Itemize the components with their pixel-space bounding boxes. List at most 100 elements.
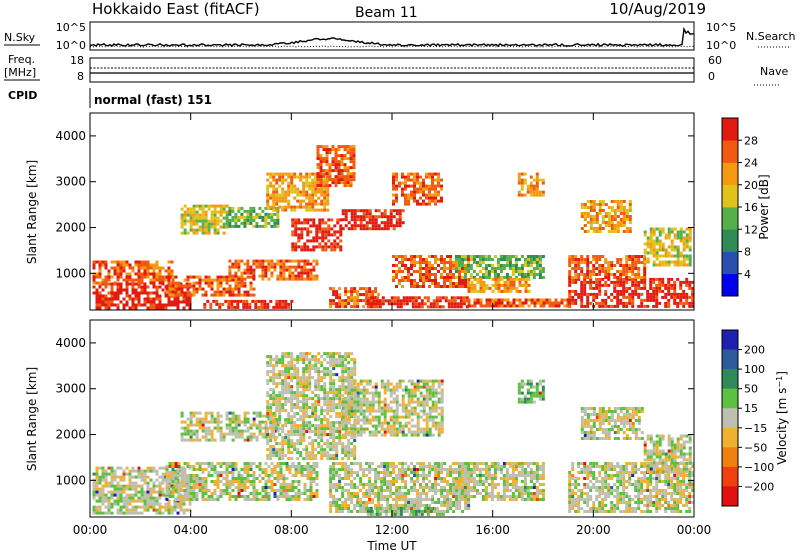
- range-cell: [613, 284, 616, 287]
- range-cell: [674, 249, 677, 252]
- range-cell: [108, 301, 111, 304]
- range-cell: [290, 173, 293, 176]
- range-cell: [281, 442, 284, 445]
- range-cell: [284, 424, 287, 427]
- range-cell: [171, 509, 174, 512]
- range-cell: [324, 248, 327, 251]
- range-cell: [147, 485, 150, 488]
- range-cell: [141, 267, 144, 270]
- range-cell: [513, 305, 516, 308]
- range-cell: [312, 221, 315, 224]
- range-cell: [181, 474, 184, 477]
- range-cell: [117, 304, 120, 307]
- range-cell: [625, 270, 628, 273]
- range-cell: [290, 388, 293, 391]
- range-cell: [649, 299, 652, 302]
- range-cell: [296, 206, 299, 209]
- range-cell: [580, 281, 583, 284]
- range-cell: [150, 264, 153, 267]
- range-cell: [126, 488, 129, 491]
- range-cell: [262, 495, 265, 498]
- range-cell: [320, 439, 323, 442]
- range-cell: [370, 296, 373, 299]
- range-cell: [138, 279, 141, 282]
- range-cell: [471, 287, 474, 290]
- range-cell: [229, 412, 232, 415]
- range-cell: [320, 376, 323, 379]
- range-cell: [184, 430, 187, 433]
- range-cell: [252, 269, 255, 272]
- range-cell: [598, 258, 601, 261]
- range-cell: [291, 230, 294, 233]
- range-cell: [166, 492, 169, 495]
- range-cell: [667, 287, 670, 290]
- range-cell: [625, 302, 628, 305]
- range-cell: [369, 212, 372, 215]
- range-cell: [229, 486, 232, 489]
- range-cell: [205, 276, 208, 279]
- range-cell: [644, 234, 647, 237]
- range-cell: [217, 415, 220, 418]
- range-cell: [670, 284, 673, 287]
- range-cell: [428, 197, 431, 200]
- range-cell: [102, 479, 105, 482]
- range-cell: [326, 209, 329, 212]
- range-cell: [141, 476, 144, 479]
- range-cell: [250, 436, 253, 439]
- range-cell: [338, 394, 341, 397]
- range-cell: [272, 209, 275, 212]
- range-cell: [114, 473, 117, 476]
- range-cell: [404, 197, 407, 200]
- range-cell: [199, 205, 202, 208]
- range-cell: [506, 261, 509, 264]
- range-cell: [238, 291, 241, 294]
- range-cell: [335, 364, 338, 367]
- range-cell: [275, 427, 278, 430]
- range-cell: [99, 482, 102, 485]
- range-cell: [643, 284, 646, 287]
- range-cell: [647, 252, 650, 255]
- range-cell: [111, 494, 114, 497]
- range-cell: [102, 295, 105, 298]
- range-cell: [413, 173, 416, 176]
- range-cell: [138, 264, 141, 267]
- range-cell: [228, 260, 231, 263]
- range-cell: [392, 279, 395, 282]
- range-cell: [281, 391, 284, 394]
- range-cell: [401, 176, 404, 179]
- range-cell: [679, 281, 682, 284]
- range-cell: [295, 495, 298, 498]
- range-cell: [468, 278, 471, 281]
- range-cell: [489, 287, 492, 290]
- range-cell: [384, 215, 387, 218]
- range-cell: [321, 245, 324, 248]
- range-cell: [250, 294, 253, 297]
- range-cell: [421, 299, 424, 302]
- range-cell: [248, 306, 251, 309]
- range-cell: [428, 267, 431, 270]
- range-cell: [425, 276, 428, 279]
- range-cell: [688, 305, 691, 308]
- range-cell: [193, 220, 196, 223]
- range-cell: [284, 200, 287, 203]
- range-cell: [455, 285, 458, 288]
- range-cell: [269, 376, 272, 379]
- range-cell: [543, 305, 546, 308]
- range-cell: [184, 489, 187, 492]
- range-cell: [281, 188, 284, 191]
- range-cell: [521, 264, 524, 267]
- range-cell: [483, 305, 486, 308]
- range-cell: [311, 179, 314, 182]
- range-cell: [255, 260, 258, 263]
- range-cell: [332, 379, 335, 382]
- range-cell: [102, 282, 105, 285]
- range-cell: [156, 500, 159, 503]
- range-cell: [539, 267, 542, 270]
- range-cell: [407, 200, 410, 203]
- range-cell: [344, 454, 347, 457]
- range-cell: [310, 498, 313, 501]
- range-cell: [299, 352, 302, 355]
- range-cell: [329, 305, 332, 308]
- range-cell: [111, 476, 114, 479]
- range-cell: [425, 173, 428, 176]
